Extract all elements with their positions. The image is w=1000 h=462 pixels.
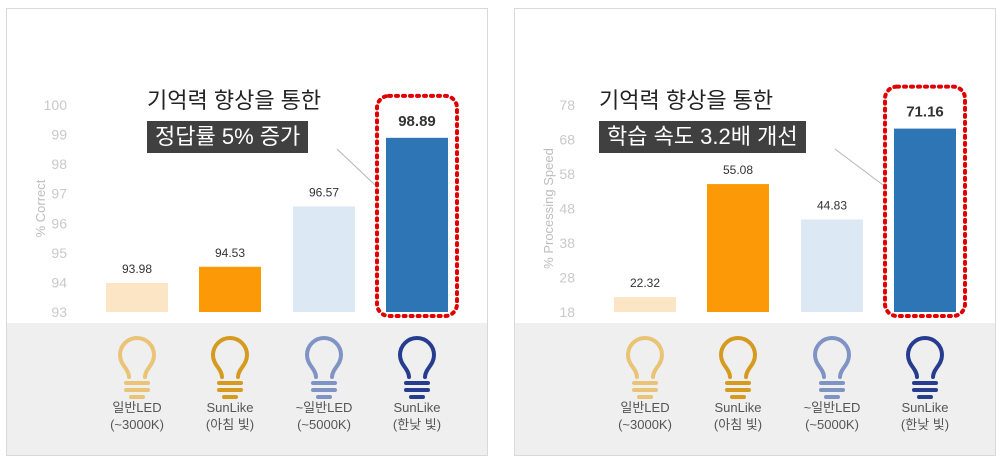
sunlike-midday-bulb-icon [905,336,945,399]
category-label: SunLike (한낮 빛) [900,400,950,432]
y-tick-label: 98 [51,156,67,172]
bulb-glass [625,336,665,379]
y-tick-label: 99 [51,127,67,143]
chart-svg: 18 28 38 48 58 68 78 % Processing Speed 22.32 55.… [541,84,967,399]
warm-bulb-icon [625,336,665,399]
bulb-glass [117,336,157,379]
y-tick-label: 58 [559,166,575,182]
bar-value-label: 55.08 [723,163,753,177]
sunlike-morning-bulb-icon [210,336,250,399]
bar-value-label: 71.16 [906,104,944,121]
annotation-connector [834,148,884,186]
y-tick-label: 78 [559,97,575,113]
cool-bulb-icon [304,336,344,399]
category-label: SunLike (아침 빛) [205,400,255,432]
bar-value-label: 44.83 [817,198,847,212]
category-label: 일반LED (~3000K) [618,400,672,432]
bar [293,206,355,312]
cool-bulb-icon [812,336,852,399]
y-tick-label: 95 [51,245,67,261]
y-tick-label: 96 [51,215,67,231]
bar-value-label: 22.32 [630,276,660,290]
y-tick-label: 93 [51,304,67,320]
y-axis-label: % Correct [33,179,48,237]
annotation-connector [336,148,376,186]
memory-chart-panel: 93 94 95 96 97 98 99 100 % Correct 93.98 94.53 96.5… [6,8,488,456]
bar [614,297,676,312]
annotation-line2: 정답률 5% 증가 [147,121,309,153]
speed-chart-panel: 18 28 38 48 58 68 78 % Processing Speed 22.32 55.… [514,8,996,456]
chart-svg: 93 94 95 96 97 98 99 100 % Correct 93.98 94.53 96.5… [33,93,459,399]
category-label: ~일반LED (~5000K) [295,400,353,432]
annotation: 기억력 향상을 통한 정답률 5% 증가 [147,87,321,153]
bulb-glass [397,336,437,379]
bar-value-label: 98.89 [398,113,436,130]
annotation: 기억력 향상을 통한 학습 속도 3.2배 개선 [599,87,806,153]
y-axis-label: % Processing Speed [541,148,556,269]
bulb-glass [210,336,250,379]
y-tick-label: 38 [559,235,575,251]
category-label: SunLike (아침 빛) [713,400,763,432]
y-tick-label: 94 [51,274,67,290]
y-tick-label: 97 [51,186,67,202]
bulb-glass [812,336,852,379]
category-label: ~일반LED (~5000K) [803,400,861,432]
bar-value-label: 96.57 [309,185,339,199]
sunlike-morning-bulb-icon [718,336,758,399]
bar-value-label: 94.53 [215,246,245,260]
highlight-box [375,93,459,319]
y-tick-label: 100 [44,97,68,113]
highlight-box [883,84,967,318]
y-tick-label: 68 [559,132,575,148]
warm-bulb-icon [117,336,157,399]
bar [707,184,769,312]
y-tick-label: 48 [559,201,575,217]
y-tick-label: 18 [559,304,575,320]
annotation-line1: 기억력 향상을 통한 [147,88,322,113]
bar [199,266,261,312]
annotation-line1: 기억력 향상을 통한 [599,88,774,113]
category-label: 일반LED (~3000K) [110,400,164,432]
bulb-glass [718,336,758,379]
bar [386,137,448,312]
bulb-glass [905,336,945,379]
bar [894,128,956,312]
bulb-glass [304,336,344,379]
sunlike-midday-bulb-icon [397,336,437,399]
bar-value-label: 93.98 [122,262,152,276]
y-tick-label: 28 [559,270,575,286]
annotation-line2: 학습 속도 3.2배 개선 [599,121,806,153]
category-label: SunLike (한낮 빛) [392,400,442,432]
bar [106,283,168,312]
bar [801,219,863,312]
